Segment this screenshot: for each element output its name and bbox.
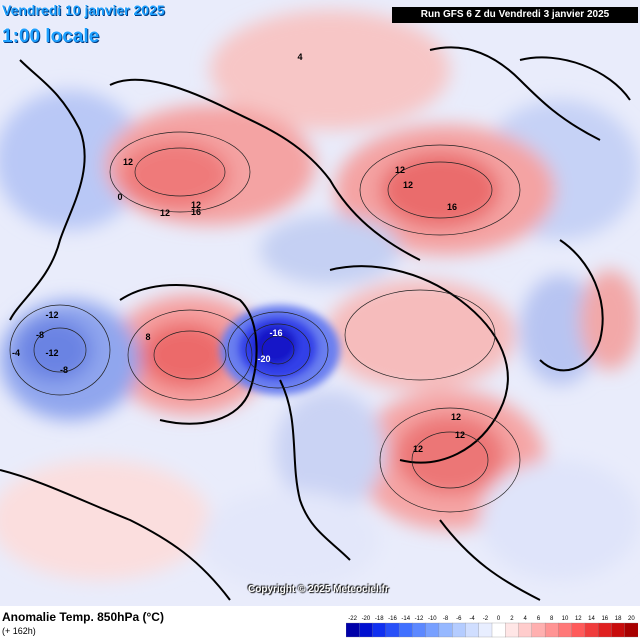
legend-swatch [452, 622, 466, 638]
legend-tick-label: -8 [443, 616, 449, 622]
contour-label: 12 [123, 157, 133, 167]
legend-swatch [611, 622, 626, 638]
valid-date: Vendredi 10 janvier 2025 [2, 2, 165, 18]
contour-label: -4 [12, 348, 20, 358]
legend-swatch [385, 622, 400, 638]
legend-swatch [412, 622, 427, 638]
legend-tick-label: 10 [562, 616, 569, 622]
contour-label: 0 [117, 192, 122, 202]
contour-label: -20 [257, 354, 270, 364]
legend-swatch [571, 622, 586, 638]
contour-label: 4 [297, 52, 302, 62]
contour-labels: -12-16-20-8-12-4-81212161216121212121284… [12, 52, 465, 454]
legend-swatch [505, 622, 520, 638]
contour-label: -8 [36, 330, 44, 340]
legend-tick-label: -6 [456, 616, 462, 622]
contour-label: 16 [447, 202, 457, 212]
contour-label: 12 [160, 208, 170, 218]
legend-swatch [359, 622, 374, 638]
legend-tick-label: 20 [628, 616, 635, 622]
legend-swatch [465, 622, 480, 638]
coastlines [0, 46, 631, 601]
contour-label: -12 [45, 348, 58, 358]
cold-core [220, 305, 340, 395]
map-title: Anomalie Temp. 850hPa (°C) [2, 610, 164, 624]
contour-label: 16 [191, 207, 201, 217]
legend-swatch [398, 622, 413, 638]
legend-tick-label: -10 [428, 616, 437, 622]
legend-swatch [438, 622, 453, 638]
legend-tick-label: -20 [362, 616, 371, 622]
legend-tick-label: -14 [401, 616, 410, 622]
legend-tick-label: 2 [510, 616, 514, 622]
temperature-anomaly-map: -12-16-20-8-12-4-81212161216121212121284… [0, 0, 640, 606]
contour-label: 12 [455, 430, 465, 440]
legend-swatch [518, 622, 533, 638]
legend-swatch [531, 622, 546, 638]
contour-label: -12 [45, 310, 58, 320]
isotherms [9, 131, 521, 513]
legend-swatch [491, 622, 506, 638]
contour-label: 12 [395, 165, 405, 175]
contour-label: -16 [269, 328, 282, 338]
legend-tick-label: 14 [588, 616, 595, 622]
valid-local-time: 1:00 locale [2, 26, 100, 47]
contour-label: 12 [403, 180, 413, 190]
legend-swatch [624, 622, 638, 638]
legend-swatch [598, 622, 612, 638]
legend-tick-label: 16 [601, 616, 608, 622]
contour-label: 12 [191, 200, 201, 210]
legend-tick-label: -16 [388, 616, 397, 622]
copyright-notice: Copyright © 2025 Meteociel.fr [248, 584, 389, 595]
legend-swatch [584, 622, 599, 638]
legend-tick-label: 4 [524, 616, 528, 622]
contour-label: 8 [145, 332, 150, 342]
contour-label: 12 [451, 412, 461, 422]
legend-tick-label: -18 [375, 616, 384, 622]
legend-tick-label: 6 [537, 616, 541, 622]
contour-label: 12 [413, 444, 423, 454]
legend-swatch [425, 622, 440, 638]
color-scale-legend: -22 -20 -18 -16 -14 -12 -10 -8 -6 -4 -2 0 2 4 6 8 10 12 14… [346, 616, 638, 638]
legend-swatch [478, 622, 493, 638]
legend-swatch [346, 622, 360, 638]
run-info-banner: Run GFS 6 Z du Vendredi 3 janvier 2025 [392, 7, 638, 23]
legend-tick-label: 8 [550, 616, 554, 622]
legend-swatch [558, 622, 573, 638]
legend-tick-label: -22 [348, 616, 357, 622]
legend-swatch [544, 622, 559, 638]
legend-tick-label: -4 [469, 616, 475, 622]
legend-tick-label: -2 [483, 616, 489, 622]
legend-tick-label: 12 [575, 616, 582, 622]
legend-tick-label: 0 [497, 616, 501, 622]
forecast-hour: (+ 162h) [2, 626, 36, 636]
legend-swatch [372, 622, 387, 638]
legend-tick-label: -12 [415, 616, 424, 622]
contour-label: -8 [60, 365, 68, 375]
legend-tick-label: 18 [615, 616, 622, 622]
